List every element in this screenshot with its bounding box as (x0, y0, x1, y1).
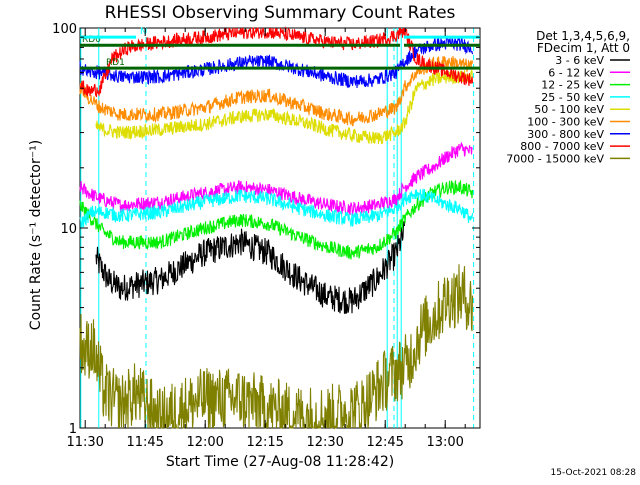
legend-label-7: 800 - 7000 keV (520, 140, 604, 153)
legend-label-5: 100 - 300 keV (527, 116, 604, 129)
x-tick-label-5: 12:45 (366, 435, 403, 450)
legend-header-line-2: FDecim 1, Att 0 (537, 41, 630, 55)
legend: Det 1,3,4,5,6,9, FDecim 1, Att 0 3 - 6 k… (506, 29, 630, 165)
chart-title: RHESSI Observing Summary Count Rates (105, 3, 456, 23)
x-tick-label-1: 11:45 (126, 435, 163, 450)
legend-label-8: 7000 - 15000 keV (506, 152, 604, 165)
series-line-2 (79, 179, 474, 260)
state-bar-label-0: RD0 (82, 35, 101, 45)
legend-label-6: 300 - 800 keV (527, 128, 604, 141)
state-bars: RD0 RD1 N (80, 27, 480, 70)
series-line-3 (79, 188, 474, 228)
legend-label-1: 6 - 12 keV (548, 66, 604, 79)
x-tick-label-0: 11:30 (66, 435, 103, 450)
state-bar-label-2: N (140, 27, 147, 37)
legend-label-3: 25 - 50 keV (541, 91, 604, 104)
legend-label-4: 50 - 100 keV (534, 103, 604, 116)
x-axis-ticks: 11:30 11:45 12:00 12:15 12:30 12:45 13:00 (66, 28, 466, 450)
x-tick-label-3: 12:15 (246, 435, 283, 450)
y-tick-label-0: 1 (69, 422, 77, 437)
y-tick-label-1: 10 (60, 222, 77, 237)
x-tick-label-4: 12:30 (306, 435, 343, 450)
legend-label-0: 3 - 6 keV (555, 54, 604, 67)
x-axis-label: Start Time (27-Aug-08 11:28:42) (166, 454, 394, 470)
y-axis-ticks: 1 10 100 (52, 22, 480, 437)
x-tick-label-2: 12:00 (186, 435, 223, 450)
series-line-5 (79, 55, 474, 127)
series-layer (79, 26, 474, 430)
series-line-4 (95, 69, 474, 145)
y-tick-label-2: 100 (52, 22, 77, 37)
x-tick-label-6: 13:00 (426, 435, 463, 450)
legend-header-line-1: Det 1,3,4,5,6,9, (536, 29, 630, 43)
series-line-8 (79, 264, 474, 430)
state-bar-label-1: RD1 (106, 58, 125, 68)
vertical-markers (80, 28, 475, 428)
footer-date-stamp: 15-Oct-2021 08:28 (551, 468, 637, 478)
series-line-6 (79, 34, 474, 89)
series-line-0 (95, 221, 406, 314)
legend-label-2: 12 - 25 keV (541, 79, 604, 92)
y-axis-label: Count Rate (s⁻¹ detector⁻¹) (28, 140, 44, 330)
